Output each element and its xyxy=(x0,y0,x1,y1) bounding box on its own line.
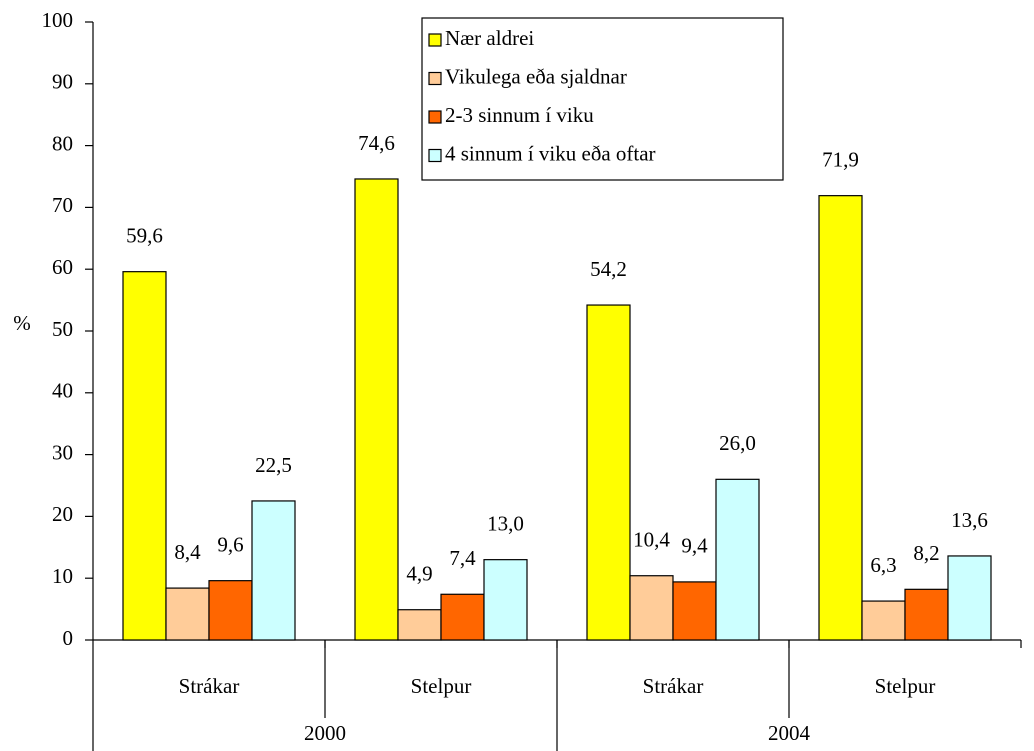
y-tick-label: 50 xyxy=(52,317,73,341)
legend-label: 2-3 sinnum í viku xyxy=(445,103,594,127)
bar xyxy=(818,195,863,641)
bar xyxy=(165,587,210,641)
x-tick-label: Strákar xyxy=(643,674,704,698)
legend-swatch xyxy=(428,71,442,86)
legend-swatch xyxy=(428,33,442,47)
bar xyxy=(947,555,992,641)
bar xyxy=(354,178,399,641)
legend-label: Nær aldrei xyxy=(445,26,534,50)
group-label: 2004 xyxy=(768,721,811,745)
data-label: 7,4 xyxy=(449,546,476,570)
y-tick-label: 70 xyxy=(52,193,73,217)
data-label: 71,9 xyxy=(822,147,859,171)
group-label: 2000 xyxy=(304,721,346,745)
bar xyxy=(122,271,167,641)
data-label: 59,6 xyxy=(126,223,163,247)
y-tick-label: 40 xyxy=(52,379,73,403)
data-label: 4,9 xyxy=(406,562,432,586)
bar xyxy=(715,478,760,641)
y-axis-label: % xyxy=(13,311,31,335)
legend-swatch xyxy=(428,148,442,163)
data-label: 8,2 xyxy=(913,541,939,565)
bar xyxy=(251,500,296,641)
data-label: 13,6 xyxy=(951,508,988,532)
bar xyxy=(208,580,253,641)
data-label: 8,4 xyxy=(174,540,201,564)
x-tick-label: Strákar xyxy=(179,674,240,698)
bar xyxy=(586,304,631,641)
x-tick-label: Stelpur xyxy=(875,674,936,698)
data-label: 13,0 xyxy=(487,511,524,535)
data-label: 9,4 xyxy=(681,534,708,558)
data-label: 10,4 xyxy=(633,528,670,552)
y-tick-label: 60 xyxy=(52,255,73,279)
y-tick-label: 0 xyxy=(63,626,74,650)
x-tick-label: Stelpur xyxy=(411,674,472,698)
y-tick-label: 10 xyxy=(52,564,73,588)
y-tick-label: 20 xyxy=(52,502,73,526)
legend-box xyxy=(421,17,784,181)
bar xyxy=(861,600,906,641)
y-tick-label: 30 xyxy=(52,440,73,464)
y-tick-label: 100 xyxy=(42,8,74,32)
data-label: 26,0 xyxy=(719,431,756,455)
bar xyxy=(483,559,528,641)
legend-label: Vikulega eða sjaldnar xyxy=(445,64,627,88)
bar xyxy=(629,575,674,641)
data-label: 9,6 xyxy=(217,532,243,556)
legend-label: 4 sinnum í viku eða oftar xyxy=(445,141,656,165)
y-tick-label: 90 xyxy=(52,70,73,94)
y-tick-label: 80 xyxy=(52,131,73,155)
bar xyxy=(672,581,717,641)
data-label: 54,2 xyxy=(590,257,627,281)
data-label: 6,3 xyxy=(870,553,896,577)
data-label: 22,5 xyxy=(255,453,292,477)
bar xyxy=(904,588,949,641)
legend-swatch xyxy=(428,110,442,124)
bar xyxy=(397,609,442,641)
bar xyxy=(440,593,485,641)
data-label: 74,6 xyxy=(358,131,395,155)
